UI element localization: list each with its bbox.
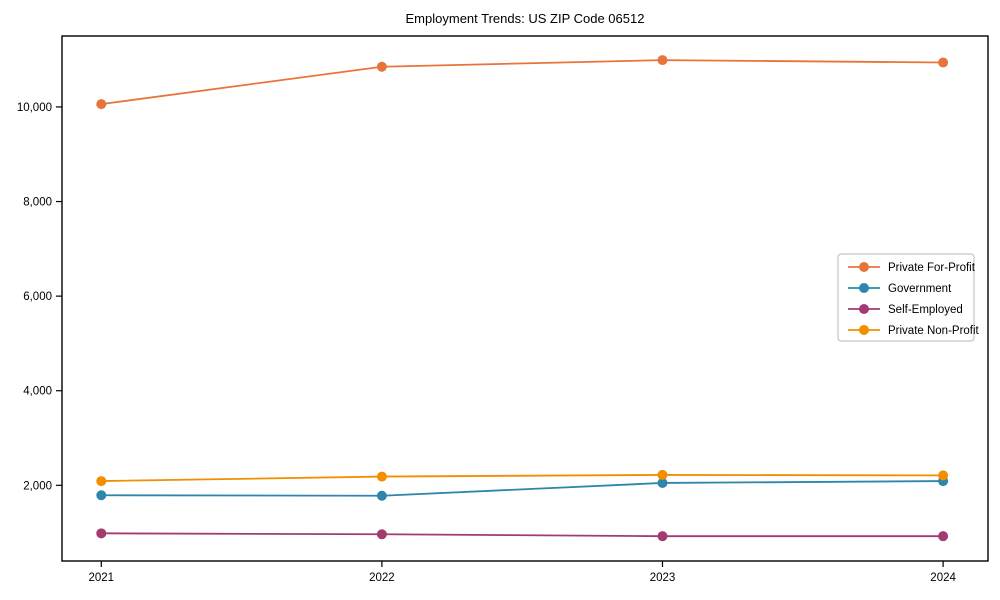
legend-box xyxy=(837,253,975,342)
x-axis-tick-label: 2022 xyxy=(369,572,395,584)
data-point-marker xyxy=(938,531,949,542)
x-axis-tick-label: 2021 xyxy=(88,572,114,584)
data-point-marker xyxy=(96,528,107,539)
legend-item-label: Government xyxy=(888,283,952,295)
plot-border xyxy=(61,35,989,562)
data-point-marker xyxy=(657,477,668,488)
legend-marker-icon xyxy=(859,304,869,314)
data-point-marker xyxy=(657,469,668,480)
data-point-marker xyxy=(938,57,949,68)
data-point-marker xyxy=(657,55,668,66)
legend-item-label: Private For-Profit xyxy=(888,262,976,274)
y-axis-tick-label: 4,000 xyxy=(23,386,52,398)
y-axis-tick-label: 6,000 xyxy=(23,291,52,303)
x-axis-tick-label: 2024 xyxy=(930,572,956,584)
chart-title: Employment Trends: US ZIP Code 06512 xyxy=(405,11,645,26)
y-axis-tick-label: 2,000 xyxy=(23,480,52,492)
data-point-marker xyxy=(938,470,949,481)
data-point-marker xyxy=(657,531,668,542)
series-line-private-non-profit xyxy=(101,474,944,482)
x-axis-tick-label: 2023 xyxy=(650,572,676,584)
data-point-marker xyxy=(376,471,387,482)
legend-item-label: Private Non-Profit xyxy=(888,325,980,337)
data-point-marker xyxy=(376,490,387,501)
series-line-government xyxy=(101,480,944,497)
y-axis-tick-label: 10,000 xyxy=(17,102,52,114)
legend-marker-icon xyxy=(859,283,869,293)
legend-item-label: Self-Employed xyxy=(888,304,963,316)
data-point-marker xyxy=(96,99,107,110)
series-line-private-for-profit xyxy=(101,59,944,106)
data-point-marker xyxy=(96,490,107,501)
data-point-marker xyxy=(96,476,107,487)
y-axis-tick-label: 8,000 xyxy=(23,197,52,209)
legend-marker-icon xyxy=(859,262,869,272)
data-point-marker xyxy=(376,529,387,540)
series-line-self-employed xyxy=(101,532,944,538)
legend-marker-icon xyxy=(859,325,869,335)
data-point-marker xyxy=(376,61,387,72)
